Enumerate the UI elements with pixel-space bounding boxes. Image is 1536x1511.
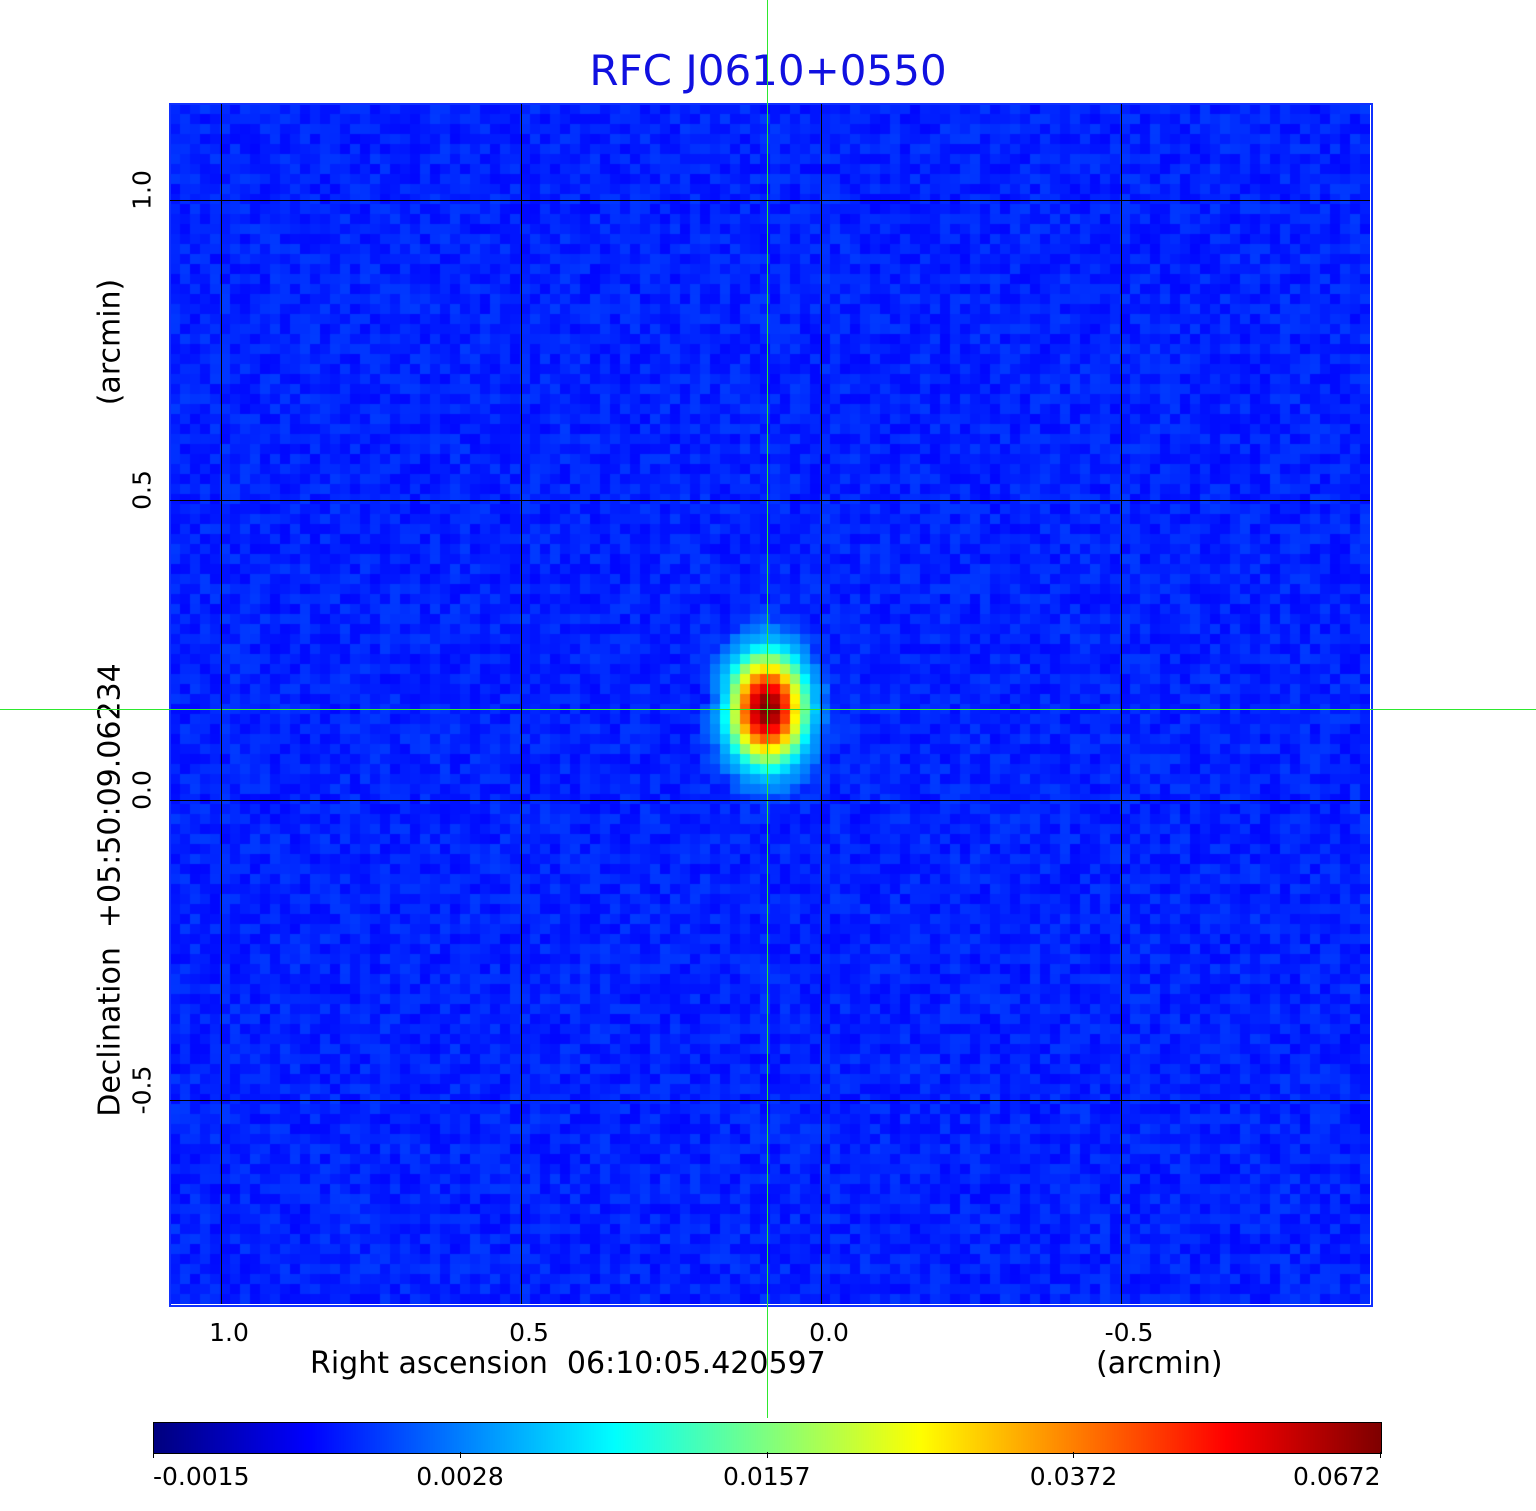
colorbar-tick (153, 1452, 154, 1458)
grid-line-y (170, 200, 1370, 201)
colorbar-tick (1073, 1452, 1075, 1458)
grid-line-x (221, 104, 222, 1304)
heatmap-canvas (170, 104, 1370, 1304)
grid-line-x (521, 104, 522, 1304)
colorbar-tick (1380, 1452, 1381, 1458)
x-tick-label: 1.0 (209, 1318, 249, 1347)
colorbar-tick (459, 1452, 461, 1458)
grid-line-y (170, 800, 1370, 801)
y-axis-unit: (arcmin) (92, 278, 128, 406)
grid-line-x (821, 104, 822, 1304)
y-tick-label: 0.5 (127, 470, 157, 510)
x-axis-label: Right ascension 06:10:05.420597 (310, 1346, 826, 1381)
colorbar-tick-label: 0.0672 (1293, 1462, 1381, 1491)
grid-line-y (170, 500, 1370, 501)
crosshair-horizontal (0, 709, 1536, 710)
grid-line-y (170, 1100, 1370, 1101)
colorbar-tick (766, 1452, 768, 1458)
colorbar-tick-label: 0.0372 (1029, 1462, 1118, 1491)
colorbar (153, 1422, 1382, 1454)
colorbar-tick-label: 0.0157 (723, 1462, 811, 1491)
x-tick-label: 0.0 (809, 1318, 849, 1347)
plot-frame (169, 103, 1373, 1307)
colorbar-tick-label: -0.0015 (153, 1462, 250, 1491)
x-tick-label: -0.5 (1104, 1318, 1154, 1347)
chart-title: RFC J0610+0550 (589, 46, 947, 95)
y-tick-label: 0.0 (127, 770, 157, 810)
x-axis-unit: (arcmin) (1096, 1346, 1223, 1381)
grid-line-x (1121, 104, 1122, 1304)
y-tick-label: 1.0 (127, 170, 157, 210)
x-tick-label: 0.5 (509, 1318, 549, 1347)
heatmap-image (170, 104, 1370, 1304)
colorbar-tick-label: 0.0028 (416, 1462, 504, 1491)
y-tick-label: -0.5 (127, 1065, 157, 1115)
y-axis-label: Declination +05:50:09.06234 (92, 663, 128, 1117)
